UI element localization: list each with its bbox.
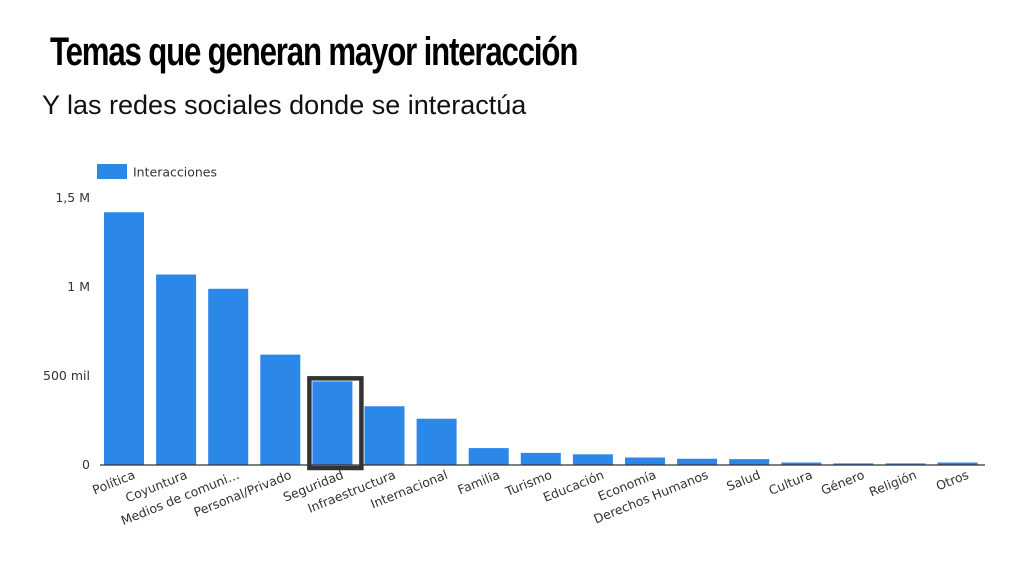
x-tick-label: Familia — [455, 467, 501, 497]
bar — [312, 381, 353, 465]
highlight-box — [307, 376, 364, 471]
legend-label: Interacciones — [133, 165, 217, 180]
bars — [104, 212, 978, 465]
y-tick-label: 1 M — [67, 279, 90, 294]
bar — [416, 418, 457, 465]
bar — [520, 452, 561, 465]
bar — [468, 448, 509, 465]
bar — [677, 458, 718, 465]
y-tick-label: 500 mil — [43, 368, 90, 383]
y-axis-ticks: 0 500 mil 1 M 1,5 M — [43, 190, 90, 472]
bar — [364, 406, 405, 465]
bar — [104, 212, 144, 465]
slide-subtitle: Y las redes sociales donde se interactúa — [42, 90, 527, 120]
slide-title: Temas que generan mayor interacción — [50, 30, 578, 74]
y-tick-label: 0 — [82, 457, 90, 472]
x-tick-label: Cultura — [766, 467, 814, 498]
bar — [625, 457, 665, 465]
bar — [937, 462, 978, 465]
bar — [833, 463, 874, 465]
bar — [156, 274, 197, 465]
bar — [885, 463, 926, 465]
x-tick-label: Religión — [867, 467, 919, 500]
bar — [729, 459, 770, 465]
bar — [208, 288, 249, 465]
chart-legend: Interacciones — [97, 164, 217, 180]
bar — [260, 354, 301, 465]
y-tick-label: 1,5 M — [55, 190, 90, 205]
x-tick-label: Género — [819, 467, 867, 498]
bar — [781, 462, 822, 465]
x-tick-label: Educación — [541, 467, 606, 505]
x-tick-label: Salud — [724, 467, 762, 494]
x-tick-label: Otros — [934, 467, 971, 494]
legend-swatch — [97, 164, 127, 179]
bar — [572, 454, 613, 465]
